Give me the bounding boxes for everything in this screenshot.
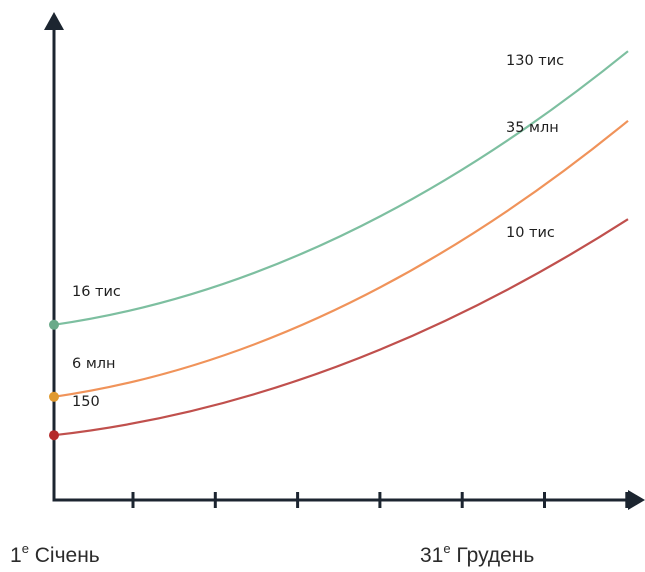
series-start-label: 16 тис	[72, 284, 121, 300]
series-start-point	[49, 430, 59, 441]
chart-curves	[49, 50, 629, 441]
x-axis-start-label: 1е Січень	[10, 541, 100, 567]
series-end-label: 35 млн	[506, 120, 559, 136]
chart-labels: 16 тис 130 тис 6 млн 35 млн 150 10 тис	[72, 53, 564, 410]
series-line	[53, 119, 629, 398]
chart-axes	[44, 12, 645, 510]
y-axis-arrow	[44, 12, 64, 30]
series-line	[53, 50, 629, 326]
series-start-label: 150	[72, 394, 100, 410]
x-axis-end-label: 31е Грудень	[420, 541, 534, 567]
series-end-label: 130 тис	[506, 53, 564, 69]
series-start-point	[49, 391, 59, 402]
series-line	[53, 218, 629, 437]
x-axis-arrow	[628, 490, 645, 510]
series-start-point	[49, 319, 59, 330]
series-start-label: 6 млн	[72, 356, 116, 372]
series-end-label: 10 тис	[506, 225, 555, 241]
